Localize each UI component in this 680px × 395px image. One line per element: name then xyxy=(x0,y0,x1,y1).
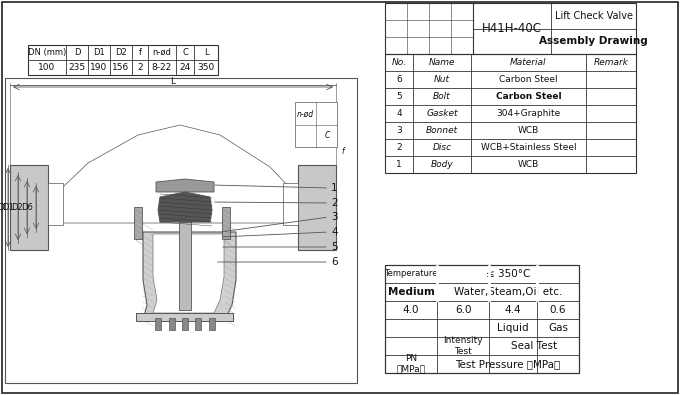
Text: Assembly Drawing: Assembly Drawing xyxy=(539,36,648,46)
Text: WCB: WCB xyxy=(518,126,539,135)
Text: Temperature: Temperature xyxy=(384,269,438,278)
Text: 6.0: 6.0 xyxy=(455,305,471,315)
Bar xyxy=(28,45,218,75)
Text: D: D xyxy=(0,203,4,213)
Text: D6: D6 xyxy=(21,203,33,213)
Text: Carbon Steel: Carbon Steel xyxy=(499,75,558,84)
Bar xyxy=(385,3,636,54)
Bar xyxy=(169,318,175,330)
Bar xyxy=(48,183,63,225)
Text: H41H-40C: H41H-40C xyxy=(482,22,542,35)
Text: Lift Check Valve: Lift Check Valve xyxy=(555,11,632,21)
Text: 4: 4 xyxy=(396,109,402,118)
Text: D1: D1 xyxy=(2,203,14,213)
Bar xyxy=(134,207,142,239)
Bar xyxy=(295,102,337,147)
Text: n-ød: n-ød xyxy=(152,48,171,57)
Text: D1: D1 xyxy=(93,48,105,57)
Bar xyxy=(136,313,233,321)
Text: 304+Graphite: 304+Graphite xyxy=(496,109,560,118)
Text: 5: 5 xyxy=(331,242,338,252)
Bar xyxy=(10,165,48,250)
Polygon shape xyxy=(158,192,212,222)
Text: Bolt: Bolt xyxy=(433,92,451,101)
Text: 5: 5 xyxy=(396,92,402,101)
Text: Gasket: Gasket xyxy=(426,109,458,118)
Text: 8-22: 8-22 xyxy=(152,63,172,72)
Polygon shape xyxy=(156,179,214,192)
Text: 4.4: 4.4 xyxy=(505,305,522,315)
Text: Nut: Nut xyxy=(434,75,450,84)
Text: D: D xyxy=(73,48,80,57)
Text: L: L xyxy=(204,48,208,57)
Text: 1: 1 xyxy=(331,183,338,193)
Polygon shape xyxy=(143,232,236,320)
Text: n-ød: n-ød xyxy=(296,109,313,118)
Text: 4: 4 xyxy=(331,227,338,237)
Text: No.: No. xyxy=(392,58,407,67)
Text: DN (mm): DN (mm) xyxy=(28,48,66,57)
Bar xyxy=(182,318,188,330)
Text: WCB: WCB xyxy=(518,160,539,169)
Text: Test Pressure （MPa）: Test Pressure （MPa） xyxy=(456,359,560,369)
Text: 4.0: 4.0 xyxy=(403,305,420,315)
Text: Seal Test: Seal Test xyxy=(511,341,557,351)
Text: ≤ 350°C: ≤ 350°C xyxy=(486,269,530,279)
Text: 350: 350 xyxy=(197,63,215,72)
Text: Gas: Gas xyxy=(548,323,568,333)
Text: Body: Body xyxy=(430,160,454,169)
Text: 3: 3 xyxy=(331,212,338,222)
Polygon shape xyxy=(153,234,224,313)
Bar xyxy=(298,165,336,250)
Text: Medium: Medium xyxy=(388,287,435,297)
Text: Remark: Remark xyxy=(594,58,628,67)
Text: Name: Name xyxy=(429,58,455,67)
Bar xyxy=(5,78,357,383)
Text: Bonnet: Bonnet xyxy=(426,126,458,135)
Text: C: C xyxy=(324,132,330,141)
Text: Liquid: Liquid xyxy=(497,323,529,333)
Text: D2: D2 xyxy=(12,203,23,213)
Text: L: L xyxy=(171,77,175,85)
Bar xyxy=(385,54,636,173)
Text: 2: 2 xyxy=(331,198,338,208)
Bar xyxy=(209,318,215,330)
Text: 190: 190 xyxy=(90,63,107,72)
Text: Disc: Disc xyxy=(432,143,452,152)
Bar xyxy=(179,222,191,310)
Bar xyxy=(283,183,298,225)
Bar xyxy=(385,265,579,373)
Text: C: C xyxy=(182,48,188,57)
Text: WCB+Stainless Steel: WCB+Stainless Steel xyxy=(481,143,577,152)
Text: D2: D2 xyxy=(115,48,127,57)
Text: 0.6: 0.6 xyxy=(549,305,566,315)
Text: Carbon Steel: Carbon Steel xyxy=(496,92,561,101)
Bar xyxy=(385,265,579,373)
Text: 100: 100 xyxy=(38,63,56,72)
Text: 156: 156 xyxy=(112,63,130,72)
Text: 3: 3 xyxy=(396,126,402,135)
Text: 1: 1 xyxy=(396,160,402,169)
Text: PN
（MPa）: PN （MPa） xyxy=(396,354,426,374)
Text: Water,Steam,Oil etc.: Water,Steam,Oil etc. xyxy=(454,287,562,297)
Text: 2: 2 xyxy=(137,63,143,72)
Bar xyxy=(195,318,201,330)
Text: 6: 6 xyxy=(396,75,402,84)
Text: Intensity
Test: Intensity Test xyxy=(443,336,483,356)
Polygon shape xyxy=(48,117,298,233)
Text: 24: 24 xyxy=(180,63,190,72)
Polygon shape xyxy=(62,125,290,223)
Text: 235: 235 xyxy=(69,63,86,72)
Text: Material: Material xyxy=(510,58,547,67)
Text: f: f xyxy=(341,147,344,156)
Bar xyxy=(155,318,161,330)
Text: f: f xyxy=(139,48,141,57)
Text: 2: 2 xyxy=(396,143,402,152)
Text: 6: 6 xyxy=(331,257,338,267)
Bar xyxy=(222,207,230,239)
